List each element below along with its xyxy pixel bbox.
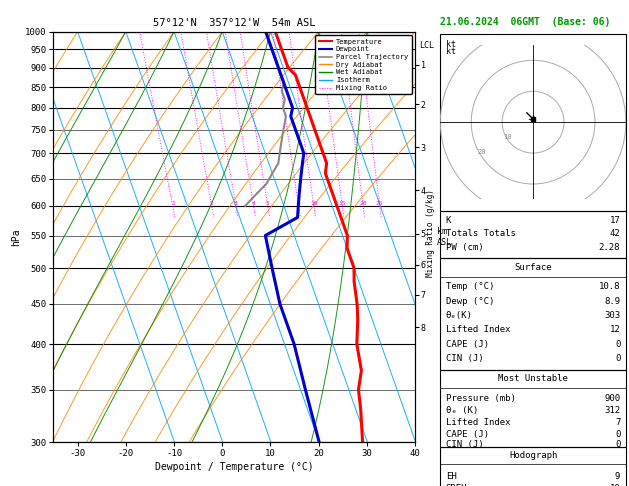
Text: 3: 3	[234, 201, 238, 206]
Text: CIN (J): CIN (J)	[446, 440, 484, 450]
Text: Surface: Surface	[515, 263, 552, 272]
Text: 8.9: 8.9	[604, 296, 620, 306]
Text: SREH: SREH	[446, 484, 467, 486]
X-axis label: Dewpoint / Temperature (°C): Dewpoint / Temperature (°C)	[155, 462, 314, 472]
Text: 21.06.2024  06GMT  (Base: 06): 21.06.2024 06GMT (Base: 06)	[440, 17, 610, 27]
Text: θₑ (K): θₑ (K)	[446, 406, 478, 415]
Text: 17: 17	[610, 216, 620, 225]
Text: 9: 9	[615, 472, 620, 481]
Text: kt: kt	[447, 47, 457, 56]
Text: PW (cm): PW (cm)	[446, 243, 484, 252]
Text: 42: 42	[610, 229, 620, 239]
Text: Totals Totals: Totals Totals	[446, 229, 516, 239]
Text: 0: 0	[615, 354, 620, 363]
Text: CAPE (J): CAPE (J)	[446, 430, 489, 439]
Y-axis label: km
ASL: km ASL	[437, 227, 452, 246]
Title: 57°12'N  357°12'W  54m ASL: 57°12'N 357°12'W 54m ASL	[153, 18, 316, 28]
Text: 20: 20	[478, 149, 486, 155]
Text: 0: 0	[615, 340, 620, 348]
Text: 1: 1	[171, 201, 174, 206]
Bar	[440, 34, 626, 211]
Bar	[440, 211, 626, 259]
Text: LCL: LCL	[419, 41, 434, 50]
Text: Mixing Ratio (g/kg): Mixing Ratio (g/kg)	[426, 190, 435, 277]
Text: 10: 10	[503, 134, 512, 140]
Text: 0: 0	[615, 430, 620, 439]
Text: 20: 20	[359, 201, 367, 206]
Text: 25: 25	[376, 201, 384, 206]
Text: Hodograph: Hodograph	[509, 451, 557, 460]
Text: 2.28: 2.28	[599, 243, 620, 252]
Y-axis label: hPa: hPa	[11, 228, 21, 246]
Text: 10.8: 10.8	[599, 282, 620, 291]
Text: Most Unstable: Most Unstable	[498, 374, 568, 383]
Text: θₑ(K): θₑ(K)	[446, 311, 473, 320]
Text: CAPE (J): CAPE (J)	[446, 340, 489, 348]
Text: EH: EH	[446, 472, 457, 481]
Text: Pressure (mb): Pressure (mb)	[446, 394, 516, 403]
Text: 8: 8	[297, 201, 301, 206]
Text: 900: 900	[604, 394, 620, 403]
Text: 303: 303	[604, 311, 620, 320]
Text: Lifted Index: Lifted Index	[446, 325, 510, 334]
Text: 5: 5	[266, 201, 270, 206]
Text: 4: 4	[252, 201, 255, 206]
Text: 0: 0	[615, 440, 620, 450]
Bar	[440, 447, 626, 486]
Text: 2: 2	[210, 201, 214, 206]
Text: CIN (J): CIN (J)	[446, 354, 484, 363]
Text: Temp (°C): Temp (°C)	[446, 282, 494, 291]
Text: 7: 7	[615, 418, 620, 427]
Text: kt: kt	[446, 40, 456, 50]
Text: K: K	[446, 216, 451, 225]
Text: 10: 10	[310, 201, 318, 206]
Bar	[440, 259, 626, 370]
Bar	[440, 370, 626, 447]
Text: 10: 10	[610, 484, 620, 486]
Text: Dewp (°C): Dewp (°C)	[446, 296, 494, 306]
Text: 312: 312	[604, 406, 620, 415]
Text: Lifted Index: Lifted Index	[446, 418, 510, 427]
Legend: Temperature, Dewpoint, Parcel Trajectory, Dry Adiabat, Wet Adiabat, Isotherm, Mi: Temperature, Dewpoint, Parcel Trajectory…	[315, 35, 411, 94]
Text: 12: 12	[610, 325, 620, 334]
Text: 15: 15	[338, 201, 346, 206]
